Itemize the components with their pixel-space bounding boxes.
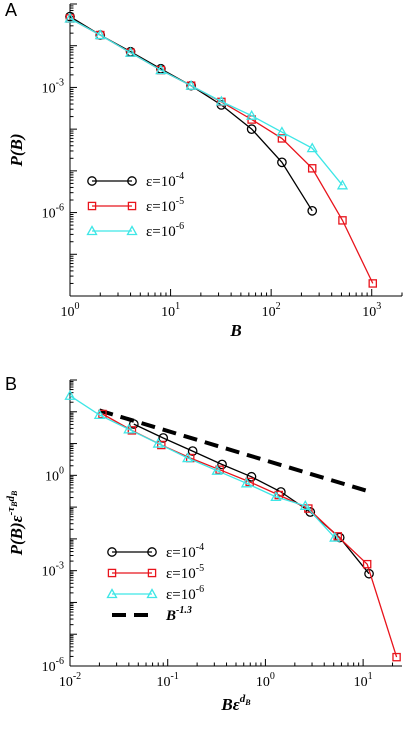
data-point (185, 79, 197, 90)
data-point (276, 126, 288, 137)
data-point (307, 205, 318, 216)
y-axis-label: P(B) (7, 133, 26, 167)
data-point (336, 179, 349, 190)
data-point (307, 164, 317, 173)
data-point (329, 531, 341, 542)
y-tick-label: 100 (45, 465, 64, 484)
series-line (69, 17, 374, 284)
data-point (157, 440, 166, 450)
data-point (152, 437, 164, 448)
data-point (158, 433, 169, 443)
data-point (277, 157, 287, 168)
data-point (392, 652, 401, 662)
legend-marker (86, 225, 98, 236)
y-tick-label: 10-6 (42, 203, 64, 222)
x-tick-label: 101 (161, 301, 180, 320)
series-line (69, 17, 344, 186)
legend-label: ε=10-4 (146, 171, 184, 190)
data-point (277, 134, 287, 143)
legend-marker (106, 588, 118, 599)
data-point (240, 477, 253, 488)
legend-label: ε=10-4 (166, 542, 204, 561)
legend-marker (147, 568, 157, 578)
data-point (93, 409, 106, 420)
legend-marker (147, 547, 157, 557)
data-point (128, 419, 139, 429)
x-tick-label: 103 (362, 301, 381, 320)
data-point (270, 491, 282, 502)
data-point (246, 124, 257, 134)
y-tick-label: 10-3 (42, 77, 64, 96)
y-tick-label: 10-3 (42, 561, 64, 580)
data-point (217, 459, 227, 470)
data-point (246, 109, 258, 120)
x-axis-label: BεdB (220, 693, 251, 714)
legend-label: ε=10-5 (166, 563, 204, 582)
legend-marker (126, 225, 138, 236)
x-tick-label: 10-2 (59, 671, 81, 690)
chart-panel-b: 10-2 10-1 100 101 100 10-3 10-6 BεdB P(B)ε-τBdB ε… (5, 379, 402, 714)
x-tick-label: 100 (61, 301, 80, 320)
data-point (362, 559, 372, 569)
series-line (69, 395, 336, 539)
panel-b-label: B (5, 374, 17, 394)
data-point (306, 142, 318, 153)
legend-label: B-1.3 (165, 605, 192, 624)
y-axis-label: P(B)ε-τBdB (5, 490, 26, 556)
chart-panel-a: 100 101 102 103 10-3 10-6 B P(B) ε=10-4 ε=10-5 ε=1… (7, 3, 403, 340)
x-tick-label: 101 (354, 671, 373, 690)
y-tick-label: 10-6 (42, 656, 64, 675)
data-point (124, 46, 137, 57)
legend-marker (87, 176, 97, 186)
legend-label: ε=10-5 (146, 196, 184, 215)
data-point (155, 64, 167, 75)
legend-label: ε=10-6 (146, 221, 184, 240)
data-point (182, 452, 194, 463)
data-point (304, 504, 313, 513)
data-point (187, 446, 198, 456)
x-tick-label: 10-1 (157, 671, 179, 690)
data-point (123, 423, 135, 434)
legend-marker (87, 201, 97, 211)
data-point (127, 426, 137, 435)
data-point (368, 279, 378, 288)
x-tick-label: 100 (256, 671, 275, 690)
legend-label: ε=10-6 (166, 584, 204, 603)
series-line (69, 16, 313, 212)
data-point (299, 499, 311, 510)
reference-line (98, 408, 370, 494)
legend-marker (107, 547, 117, 557)
data-point (94, 29, 106, 40)
data-point (211, 464, 223, 475)
x-axis-label: B (229, 321, 241, 340)
data-point (215, 95, 227, 106)
legend-marker (146, 588, 158, 599)
legend-marker (127, 176, 137, 186)
legend-marker (127, 201, 137, 211)
x-tick-label: 102 (262, 301, 281, 320)
data-point (246, 471, 257, 482)
data-point (64, 389, 76, 400)
legend-marker (107, 568, 117, 578)
data-point (64, 12, 76, 23)
series-line (102, 413, 398, 658)
panel-a-label: A (5, 0, 17, 20)
data-point (338, 216, 347, 225)
